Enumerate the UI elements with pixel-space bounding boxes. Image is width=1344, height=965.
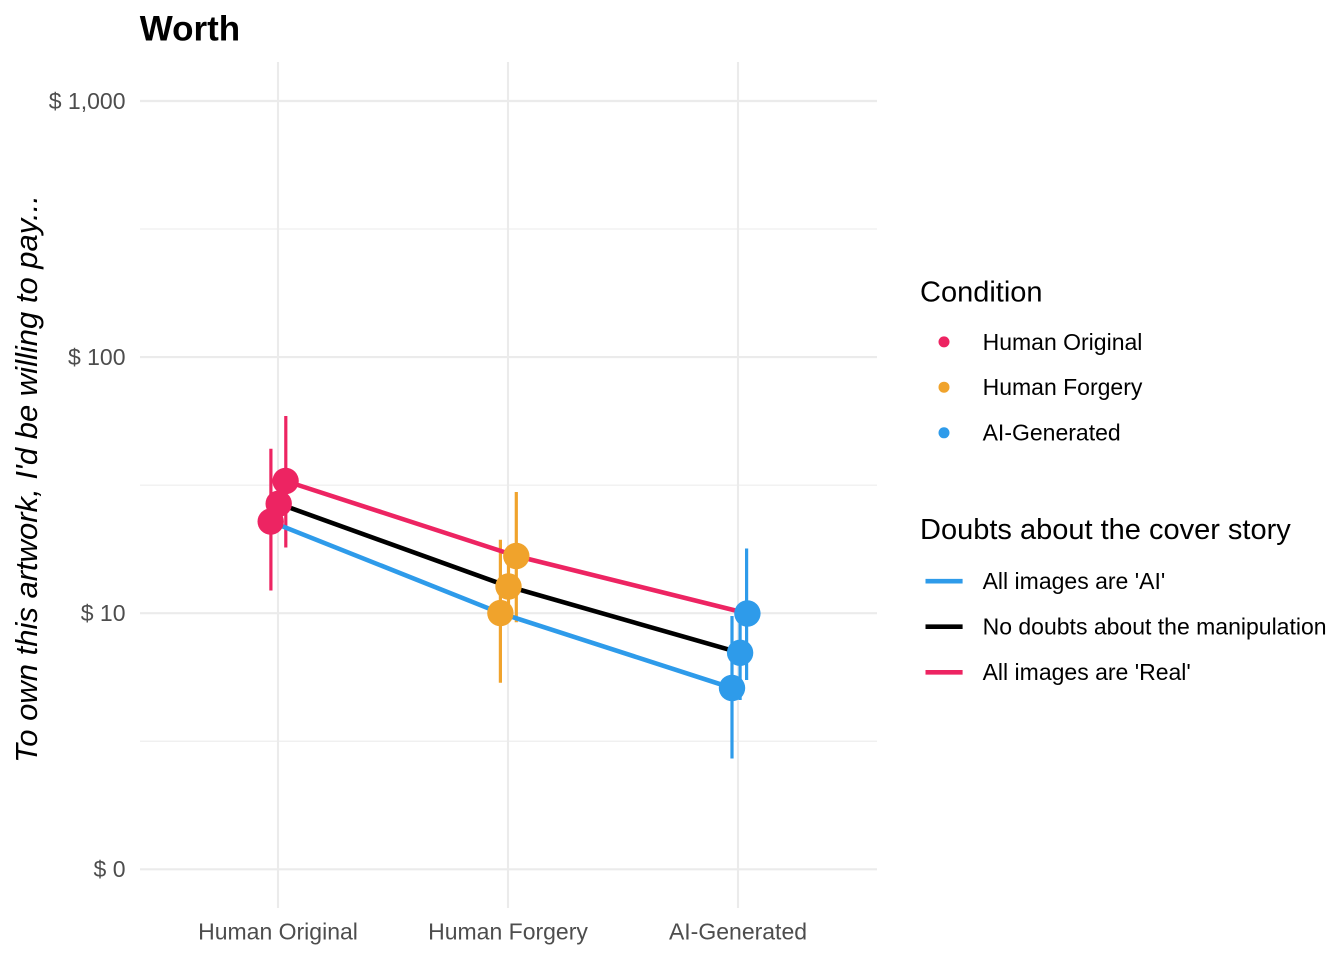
svg-text:Human Forgery: Human Forgery bbox=[428, 918, 588, 944]
svg-text:Human Original: Human Original bbox=[198, 918, 358, 944]
svg-text:Human Original: Human Original bbox=[983, 329, 1143, 355]
svg-text:No doubts about the manipulati: No doubts about the manipulation bbox=[983, 614, 1327, 640]
svg-text:To own this artwork, I'd be wi: To own this artwork, I'd be willing to p… bbox=[9, 195, 44, 763]
svg-text:$ 10: $ 10 bbox=[81, 600, 126, 626]
svg-text:All images are 'AI': All images are 'AI' bbox=[983, 568, 1166, 594]
svg-text:Doubts about the cover story: Doubts about the cover story bbox=[920, 514, 1291, 546]
svg-text:AI-Generated: AI-Generated bbox=[669, 918, 807, 944]
svg-text:Worth: Worth bbox=[140, 9, 240, 48]
svg-text:All images are 'Real': All images are 'Real' bbox=[983, 659, 1191, 685]
svg-text:Human Forgery: Human Forgery bbox=[983, 374, 1143, 400]
svg-text:Condition: Condition bbox=[920, 277, 1043, 309]
svg-text:$ 0: $ 0 bbox=[94, 856, 126, 882]
svg-text:AI-Generated: AI-Generated bbox=[983, 420, 1121, 446]
svg-text:$ 100: $ 100 bbox=[68, 344, 126, 370]
svg-text:$ 1,000: $ 1,000 bbox=[49, 88, 126, 114]
